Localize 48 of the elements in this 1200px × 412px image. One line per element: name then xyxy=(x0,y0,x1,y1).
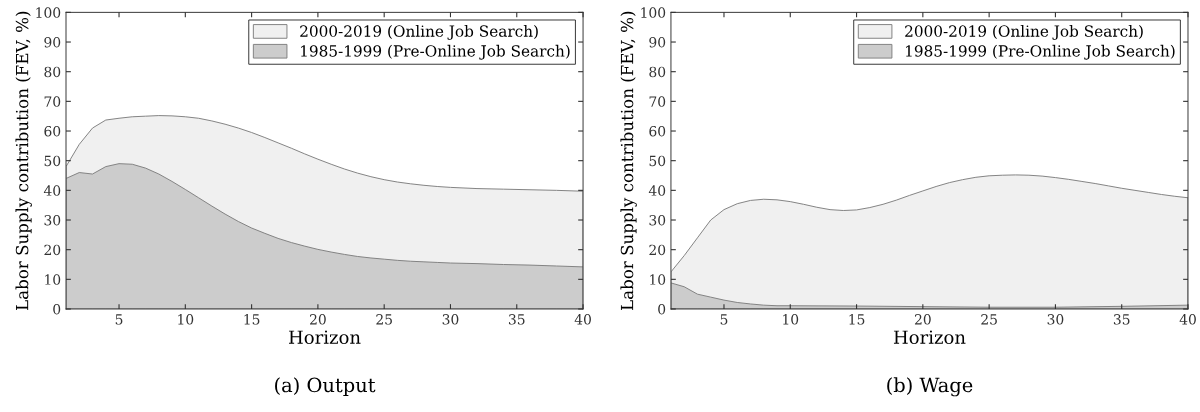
x-axis-title: Horizon xyxy=(893,330,966,345)
legend-label: 1985-1999 (Pre-Online Job Search) xyxy=(301,44,570,60)
x-tick-label: 35 xyxy=(508,314,525,325)
y-tick-label: 80 xyxy=(649,66,666,78)
y-tick-label: 20 xyxy=(649,244,666,256)
text: (a) Output xyxy=(275,377,376,397)
y-tick-label: 100 xyxy=(36,7,61,18)
y-tick-label: 0 xyxy=(658,303,666,315)
y-tick-label: 0 xyxy=(53,303,61,315)
x-tick-label: 10 xyxy=(178,314,194,325)
y-tick-label: 10 xyxy=(45,274,61,285)
legend-label: 1985-1999 (Pre-Online Job Search) xyxy=(906,44,1175,60)
x-tick-label: 40 xyxy=(1179,314,1196,325)
y-tick-label: 30 xyxy=(649,214,666,226)
y-tick-label: 30 xyxy=(44,214,61,226)
x-tick-label: 25 xyxy=(981,314,997,325)
x-tick-label: 15 xyxy=(849,314,865,325)
y-tick-label: 50 xyxy=(44,155,61,167)
y-axis-title: Labor Supply contribution (FEV, %) xyxy=(620,11,637,310)
x-tick-label: 15 xyxy=(244,314,260,325)
y-tick-label: 40 xyxy=(43,185,61,196)
legend-label: 2000-2019 (Online Job Search) xyxy=(300,25,538,40)
y-tick-label: 50 xyxy=(649,155,666,167)
y-tick-label: 70 xyxy=(44,96,61,107)
x-tick-label: 20 xyxy=(310,314,326,325)
x-tick-label: 30 xyxy=(1047,314,1064,325)
x-tick-label: 30 xyxy=(442,314,459,325)
x-tick-label: 10 xyxy=(783,314,799,325)
y-tick-label: 40 xyxy=(648,185,666,196)
y-tick-label: 70 xyxy=(649,96,666,107)
x-tick-label: 5 xyxy=(115,314,123,325)
legend-label: 2000-2019 (Online Job Search) xyxy=(905,25,1143,40)
y-tick-label: 90 xyxy=(649,36,666,48)
text: (b) Wage xyxy=(887,377,973,397)
y-tick-label: 60 xyxy=(44,125,61,137)
y-tick-label: 10 xyxy=(650,274,666,285)
x-tick-label: 35 xyxy=(1113,314,1130,325)
y-axis-title: Labor Supply contribution (FEV, %) xyxy=(15,11,32,310)
y-tick-label: 60 xyxy=(649,125,666,137)
y-tick-label: 90 xyxy=(44,36,61,48)
x-tick-label: 20 xyxy=(914,314,931,325)
y-tick-label: 80 xyxy=(44,66,61,78)
x-tick-label: 25 xyxy=(376,314,392,325)
y-tick-label: 100 xyxy=(641,7,666,18)
x-tick-label: 40 xyxy=(574,314,591,325)
x-axis-title: Horizon xyxy=(289,330,361,345)
y-tick-label: 20 xyxy=(44,244,61,256)
x-tick-label: 5 xyxy=(720,314,728,325)
